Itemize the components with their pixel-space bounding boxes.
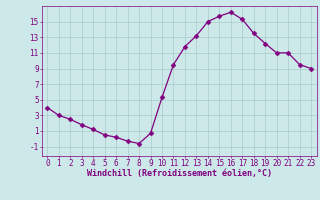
X-axis label: Windchill (Refroidissement éolien,°C): Windchill (Refroidissement éolien,°C)	[87, 169, 272, 178]
